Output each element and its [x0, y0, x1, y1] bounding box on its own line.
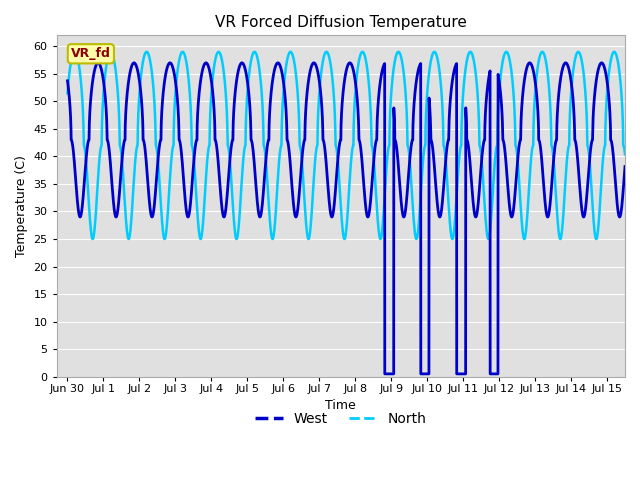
North [621, 152, 629, 157]
West [398, 207, 406, 213]
West [522, 68, 530, 73]
Line: West: West [67, 63, 625, 374]
X-axis label: Time: Time [326, 399, 356, 412]
North [276, 145, 284, 151]
North [398, 58, 406, 64]
North [480, 185, 488, 191]
North [165, 193, 173, 199]
Y-axis label: Temperature (C): Temperature (C) [15, 155, 28, 257]
West [63, 78, 71, 84]
West [165, 61, 173, 67]
West [381, 371, 388, 377]
Text: VR_fd: VR_fd [71, 47, 111, 60]
North [107, 49, 115, 55]
West [480, 140, 488, 145]
North [522, 228, 530, 234]
North [426, 62, 434, 68]
Line: North: North [67, 52, 625, 239]
North [63, 91, 71, 96]
Title: VR Forced Diffusion Temperature: VR Forced Diffusion Temperature [215, 15, 467, 30]
West [276, 64, 284, 70]
North [593, 236, 600, 242]
West [426, 114, 434, 120]
West [94, 60, 102, 66]
Legend: West, North: West, North [250, 406, 432, 431]
West [621, 164, 629, 169]
